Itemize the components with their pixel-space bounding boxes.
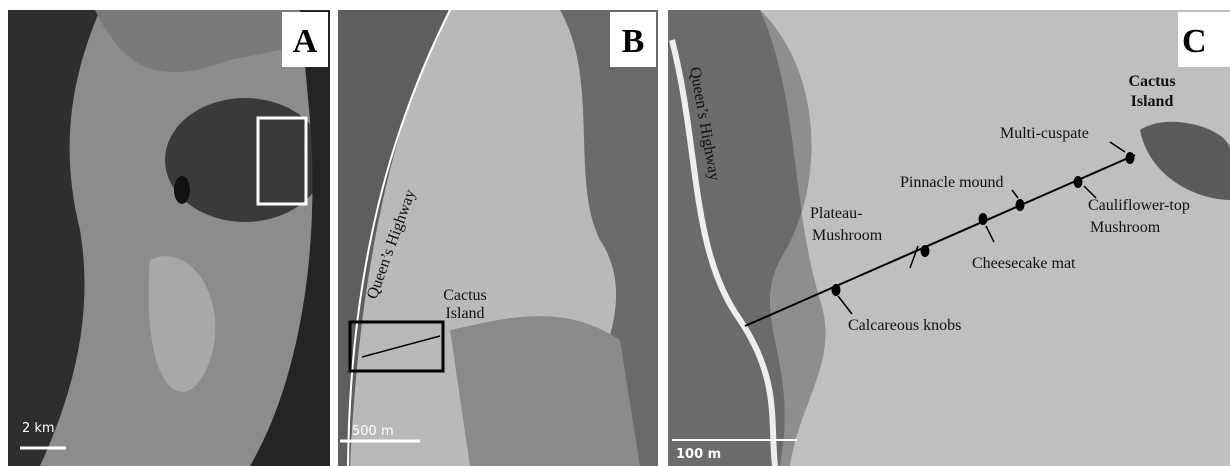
island-line: Island <box>1131 93 1174 110</box>
feature-line: Cauliflower-top <box>1088 197 1190 214</box>
feature-label: Pinnacle mound <box>900 174 1004 191</box>
panel-a: A 2 km <box>8 10 330 466</box>
scale-label: 500 m <box>352 424 394 439</box>
feature-label: Calcareous knobs <box>848 317 961 334</box>
feature-label: Cheesecake mat <box>972 255 1076 272</box>
island-line: Island <box>445 305 484 322</box>
feature-line: Mushroom <box>812 227 883 244</box>
island-line: Cactus <box>443 287 487 304</box>
panel-letter: C <box>1182 23 1207 60</box>
panel-letter: B <box>622 23 645 60</box>
scale-label: 100 m <box>676 447 721 462</box>
scale-label: 2 km <box>22 421 55 436</box>
feature-line: Plateau- <box>810 205 862 222</box>
panel-letter: A <box>293 23 318 60</box>
feature-label: Multi-cuspate <box>1000 125 1089 142</box>
island-line: Cactus <box>1128 73 1175 90</box>
figure: A 2 km B Queen’s Highway CactusIsland 50… <box>0 0 1230 466</box>
feature-line: Mushroom <box>1090 219 1161 236</box>
